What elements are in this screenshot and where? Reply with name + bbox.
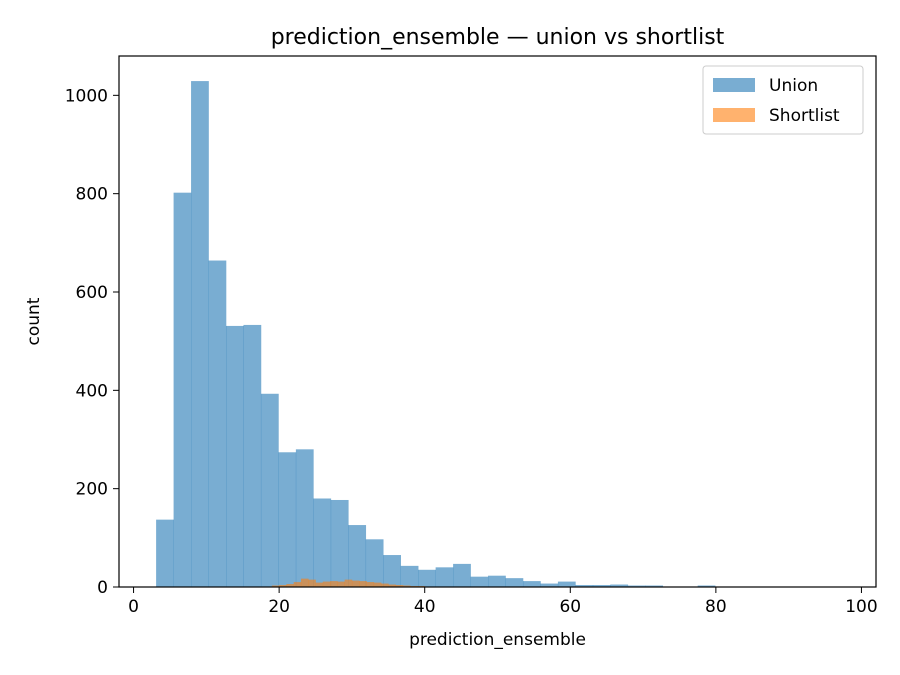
shortlist-bar	[337, 581, 345, 587]
shortlist-bar	[359, 581, 367, 587]
y-tick-label: 400	[76, 381, 108, 401]
x-axis-label: prediction_ensemble	[409, 630, 586, 650]
x-tick-label: 80	[705, 597, 727, 617]
shortlist-bar	[388, 584, 396, 587]
legend-label-shortlist: Shortlist	[769, 106, 840, 126]
shortlist-bar	[351, 580, 360, 587]
union-bar	[435, 567, 454, 587]
union-bar	[191, 81, 209, 587]
y-axis-label: count	[24, 297, 44, 345]
x-axis-ticks: 0 20 40 60 80 100	[128, 587, 878, 617]
shortlist-bar	[293, 582, 302, 587]
legend-label-union: Union	[769, 76, 818, 96]
shortlist-bar	[322, 581, 331, 587]
x-tick-label: 20	[268, 597, 290, 617]
union-bar	[505, 578, 524, 587]
shortlist-bar	[381, 583, 389, 587]
union-bar	[418, 569, 436, 587]
union-bar	[278, 452, 297, 587]
union-bar	[453, 563, 471, 587]
union-bar	[156, 519, 174, 587]
union-bar	[488, 575, 506, 587]
shortlist-bar	[286, 584, 294, 587]
union-bar	[522, 581, 541, 587]
shortlist-bar	[366, 582, 375, 587]
shortlist-bar	[402, 585, 411, 587]
axes-frame	[118, 55, 877, 588]
shortlist-bar	[344, 579, 353, 588]
y-tick-label: 600	[76, 283, 108, 303]
legend: Union Shortlist	[702, 65, 864, 135]
legend-swatch-union	[713, 78, 755, 92]
union-bar	[208, 260, 227, 587]
union-bar	[295, 449, 314, 587]
union-bar	[348, 525, 367, 587]
union-bar	[226, 325, 244, 587]
shortlist-bar	[300, 578, 309, 587]
y-tick-label: 1000	[65, 86, 108, 106]
shortlist-bar	[330, 581, 338, 587]
x-tick-label: 60	[559, 597, 581, 617]
x-tick-label: 0	[128, 597, 139, 617]
union-bar	[383, 555, 401, 587]
union-bar	[592, 585, 611, 587]
shortlist-bar	[373, 582, 382, 587]
legend-swatch-shortlist	[713, 108, 755, 122]
shortlist-bars	[271, 578, 426, 588]
union-bar	[313, 498, 332, 587]
shortlist-bar	[308, 579, 316, 588]
union-bar	[627, 585, 646, 587]
union-bar	[540, 583, 559, 587]
union-bar	[697, 585, 716, 587]
union-bar	[610, 584, 629, 587]
union-bar	[400, 565, 419, 587]
shortlist-bar	[315, 582, 324, 587]
union-bar	[470, 576, 489, 587]
x-tick-label: 40	[414, 597, 436, 617]
union-bar	[260, 393, 279, 587]
union-bar	[645, 585, 664, 587]
union-bar	[557, 581, 576, 587]
union-bar	[575, 585, 594, 587]
union-bar	[330, 499, 349, 587]
union-bar	[365, 539, 384, 587]
x-tick-label: 100	[845, 597, 877, 617]
shortlist-bar	[271, 585, 280, 587]
y-tick-label: 800	[76, 185, 108, 205]
chart-title: prediction_ensemble — union vs shortlist	[271, 25, 725, 50]
y-tick-label: 0	[97, 578, 108, 598]
union-bars	[156, 81, 856, 587]
shortlist-bar	[279, 585, 287, 587]
y-tick-label: 200	[76, 480, 108, 500]
union-bar	[173, 192, 192, 587]
y-axis-ticks: 0 200 400 600 800 1000	[65, 86, 119, 598]
union-bar	[243, 324, 262, 587]
shortlist-bar	[395, 585, 404, 587]
